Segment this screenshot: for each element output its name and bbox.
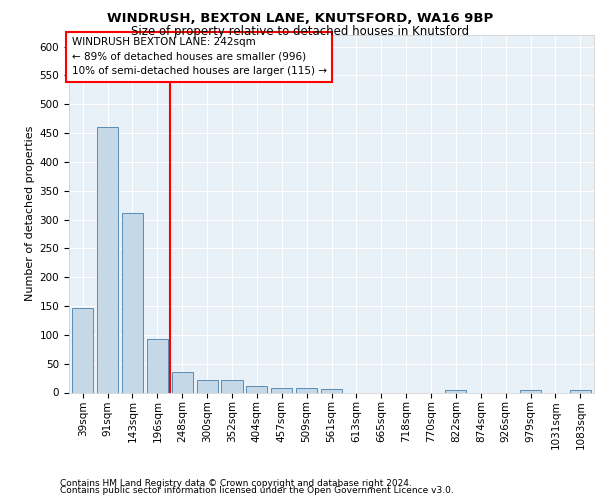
Bar	[221, 380, 242, 392]
Bar	[271, 388, 292, 392]
Bar	[246, 386, 268, 392]
Bar	[570, 390, 591, 392]
Bar	[72, 308, 93, 392]
Bar	[122, 212, 143, 392]
Bar	[172, 372, 193, 392]
Text: WINDRUSH, BEXTON LANE, KNUTSFORD, WA16 9BP: WINDRUSH, BEXTON LANE, KNUTSFORD, WA16 9…	[107, 12, 493, 26]
Text: Size of property relative to detached houses in Knutsford: Size of property relative to detached ho…	[131, 25, 469, 38]
Bar	[197, 380, 218, 392]
Text: WINDRUSH BEXTON LANE: 242sqm
← 89% of detached houses are smaller (996)
10% of s: WINDRUSH BEXTON LANE: 242sqm ← 89% of de…	[71, 37, 326, 76]
Bar	[321, 389, 342, 392]
Bar	[147, 340, 168, 392]
Text: Contains HM Land Registry data © Crown copyright and database right 2024.: Contains HM Land Registry data © Crown c…	[60, 478, 412, 488]
Bar	[520, 390, 541, 392]
Bar	[296, 388, 317, 392]
Bar	[445, 390, 466, 392]
Text: Contains public sector information licensed under the Open Government Licence v3: Contains public sector information licen…	[60, 486, 454, 495]
Y-axis label: Number of detached properties: Number of detached properties	[25, 126, 35, 302]
Bar	[97, 126, 118, 392]
